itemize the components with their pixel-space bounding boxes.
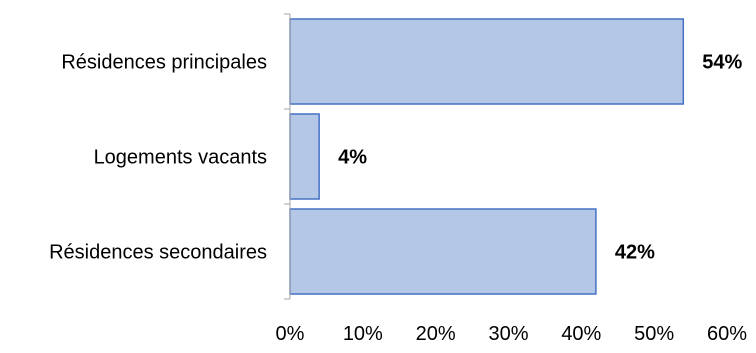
bar-2 (289, 208, 597, 295)
data-label-1: 4% (338, 147, 367, 169)
x-tick-label-4: 40% (561, 323, 601, 345)
category-label-1: Logements vacants (94, 147, 267, 169)
x-tick-label-6: 60% (707, 323, 747, 345)
x-tick-label-2: 20% (416, 323, 456, 345)
category-label-0: Résidences principales (61, 52, 267, 74)
x-tick-label-3: 30% (488, 323, 528, 345)
category-label-2: Résidences secondaires (49, 242, 267, 264)
x-tick-label-1: 10% (343, 323, 383, 345)
bar-0 (289, 18, 685, 105)
bar-1 (289, 113, 320, 200)
x-tick-label-5: 50% (634, 323, 674, 345)
data-label-2: 42% (615, 242, 655, 264)
data-label-0: 54% (702, 52, 742, 74)
x-tick-label-0: 0% (276, 323, 305, 345)
